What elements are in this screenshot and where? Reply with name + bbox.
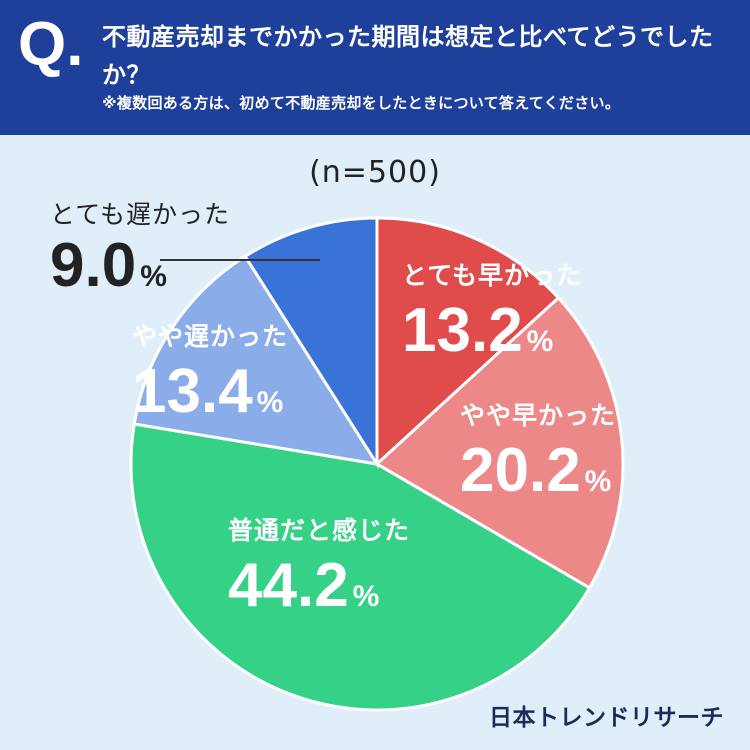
pie-slice-normal (129, 422, 592, 712)
slice-category-very-slow: とても遅かった (50, 200, 231, 229)
question-header: Q. 不動産売却までかかった期間は想定と比べてどうでしたか？ ※複数回ある方は、… (0, 0, 750, 135)
slice-label-somewhat-slow: やや遅かった 13.4% (132, 324, 288, 423)
slice-value-very-slow: 9.0% (50, 231, 167, 300)
slice-value-somewhat-fast: 20.2% (460, 436, 612, 505)
slice-label-normal: 普通だと感じた 44.2% (228, 518, 410, 617)
question-text: 不動産売却までかかった期間は想定と比べてどうでしたか？ (102, 23, 714, 89)
pie-slice-somewhat-slow (132, 254, 381, 467)
brand-logo-text: 日本トレンドリサーチ (489, 705, 724, 731)
slice-value-very-fast: 13.2% (402, 296, 554, 365)
question-note: ※複数回ある方は、初めて不動産売却をしたときについて答えてください。 (102, 94, 621, 112)
slice-label-very-slow: とても遅かった 9.0% (50, 202, 230, 297)
slice-category-normal: 普通だと感じた (228, 516, 411, 545)
question-mark: Q. (18, 10, 84, 79)
slice-value-normal: 44.2% (228, 551, 380, 620)
pie-slice-somewhat-fast (374, 295, 625, 590)
slice-category-somewhat-fast: やや早かった (460, 401, 617, 430)
sample-size-label: (n=500) (309, 155, 441, 190)
pie-slice-very-fast (375, 216, 561, 468)
leader-line (160, 259, 320, 261)
slice-category-somewhat-slow: やや遅かった (132, 322, 289, 351)
pie-slice-very-slow (243, 216, 379, 470)
slice-label-somewhat-fast: やや早かった 20.2% (460, 403, 616, 502)
slice-category-very-fast: とても早かった (402, 261, 583, 290)
slice-value-somewhat-slow: 13.4% (132, 357, 284, 426)
slice-label-very-fast: とても早かった 13.2% (402, 263, 582, 362)
